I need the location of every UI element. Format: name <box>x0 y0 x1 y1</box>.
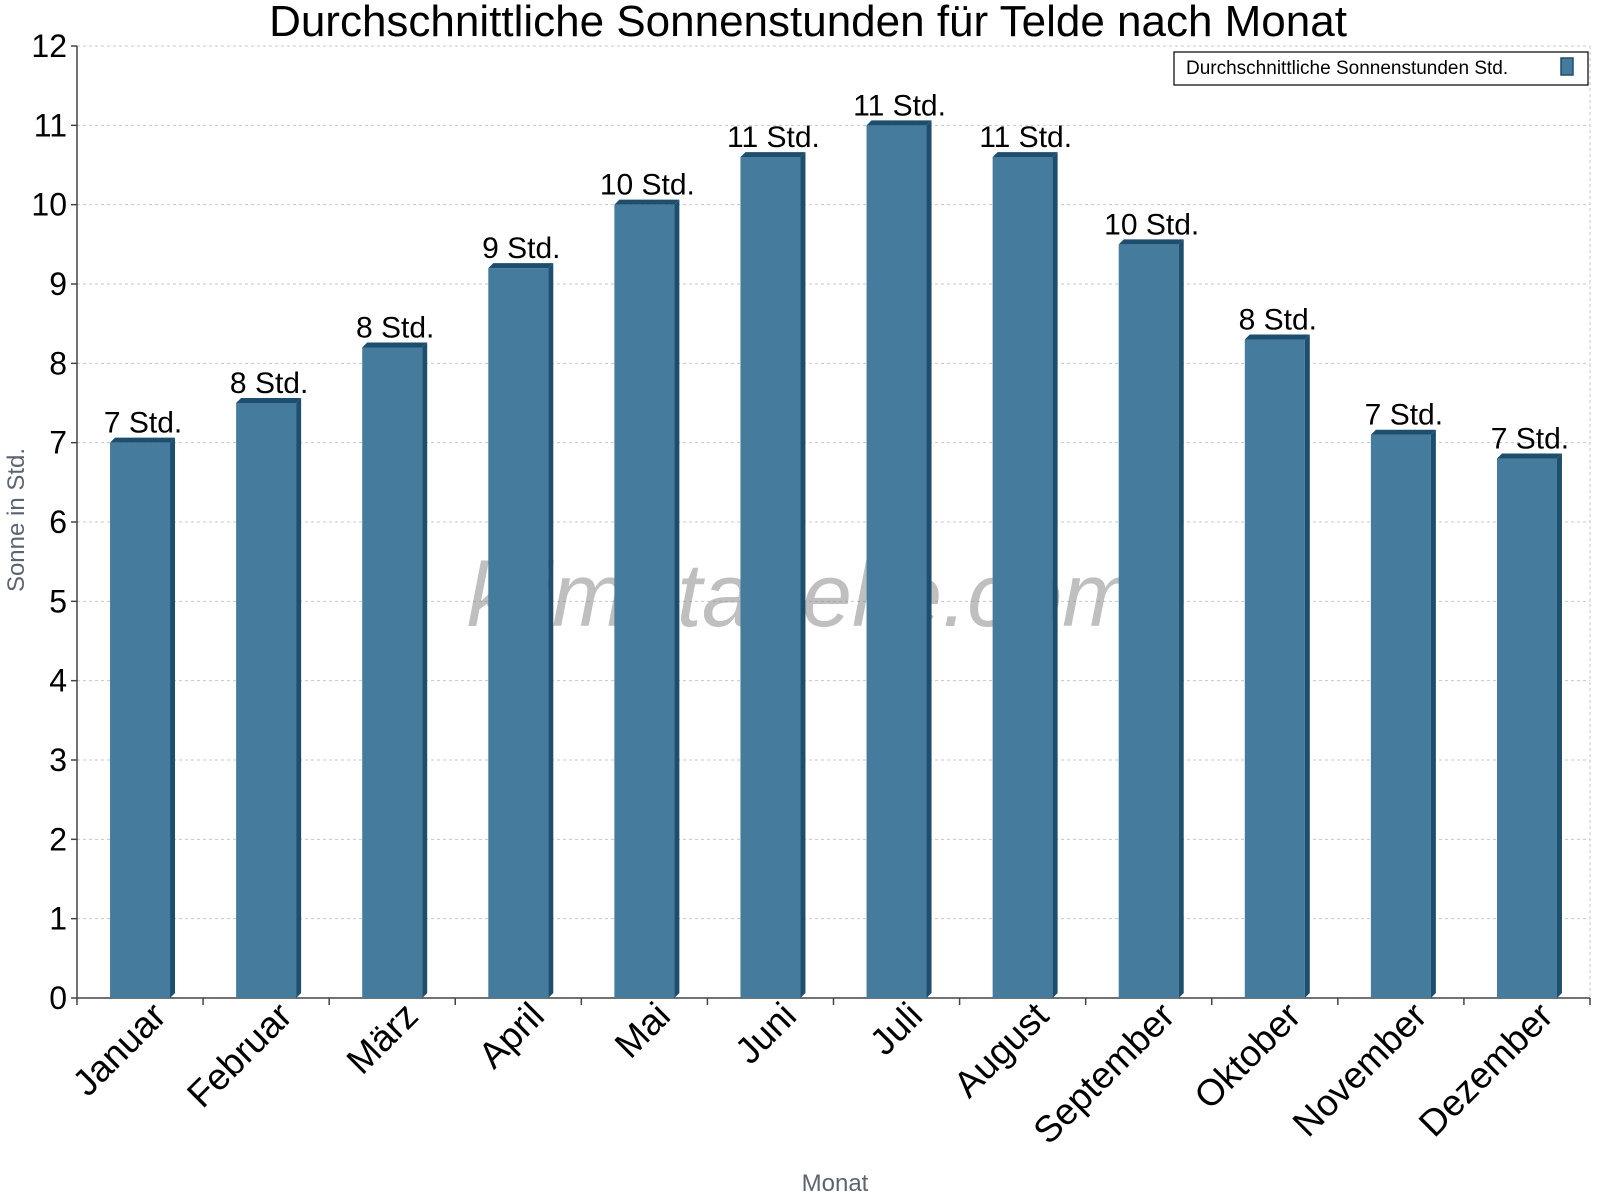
bar-value-label: 7 Std. <box>104 407 182 440</box>
y-tick-label: 10 <box>31 187 67 223</box>
bar-front <box>866 125 927 999</box>
bar-front <box>362 347 423 998</box>
y-tick-label: 1 <box>49 901 67 937</box>
bar-side <box>296 398 302 998</box>
bar <box>236 398 302 998</box>
bar-top <box>110 437 176 443</box>
bar-front <box>236 403 297 998</box>
bar-top <box>992 152 1058 158</box>
bar-value-label: 10 Std. <box>1104 208 1199 241</box>
bar <box>1496 453 1562 998</box>
bar-side <box>548 263 554 999</box>
y-tick-label: 5 <box>49 583 67 619</box>
bar-front <box>614 204 675 998</box>
bar-front <box>740 157 801 999</box>
bar-side <box>926 120 932 999</box>
bar-front <box>1370 434 1431 998</box>
bar-value-label: 8 Std. <box>356 311 434 344</box>
bar <box>110 437 176 999</box>
y-tick-label: 3 <box>49 742 67 778</box>
bar-side <box>170 437 176 999</box>
bar-top <box>1118 239 1184 245</box>
bar-value-label: 7 Std. <box>1491 423 1569 456</box>
bar-front <box>992 157 1053 999</box>
bar <box>866 120 932 999</box>
bar-front <box>1244 339 1305 998</box>
bar <box>1370 429 1436 998</box>
bar-value-label: 8 Std. <box>1239 304 1317 337</box>
chart-title: Durchschnittliche Sonnenstunden für Teld… <box>269 0 1347 46</box>
x-axis-title: Monat <box>802 1170 869 1197</box>
legend-swatch <box>1560 57 1574 76</box>
legend: Durchschnittliche Sonnenstunden Std. <box>1173 51 1589 86</box>
bar <box>740 152 806 999</box>
bar-top <box>236 398 302 403</box>
data-labels: 7 Std. 8 Std. 8 Std. 9 Std. 10 Std. 11 Std. 11… <box>104 89 1569 455</box>
bar <box>992 152 1058 999</box>
bar <box>1118 239 1184 999</box>
bar-side <box>422 342 428 998</box>
bar-side <box>1304 334 1310 998</box>
y-tick-label: 9 <box>49 266 67 302</box>
bar-value-label: 11 Std. <box>853 89 946 122</box>
y-tick-label: 0 <box>49 980 67 1016</box>
bar-front <box>1496 458 1557 998</box>
bar-value-label: 8 Std. <box>230 367 308 400</box>
grid-lines <box>77 45 1591 998</box>
bar-value-label: 10 Std. <box>600 169 695 202</box>
bar-front <box>488 268 549 999</box>
bar-top <box>488 263 554 269</box>
bar <box>362 342 428 998</box>
bar-side <box>1178 239 1184 999</box>
bar-value-label: 11 Std. <box>979 121 1072 154</box>
bar-side <box>800 152 806 999</box>
bars <box>110 120 1562 999</box>
y-tick-label: 8 <box>49 345 67 381</box>
y-tick-label: 6 <box>49 504 67 540</box>
y-tick-label: 7 <box>49 425 67 461</box>
y-tick-label: 4 <box>49 663 67 699</box>
bar-top <box>740 152 806 158</box>
bar-front <box>110 442 171 999</box>
bar-top <box>1370 429 1436 435</box>
legend-box <box>1173 51 1589 86</box>
bar-side <box>674 199 680 998</box>
y-tick-label: 12 <box>31 28 67 64</box>
bar-side <box>1052 152 1058 999</box>
bar-front <box>1118 244 1179 999</box>
y-tick-label: 11 <box>34 107 67 143</box>
legend-label: Durchschnittliche Sonnenstunden Std. <box>1186 58 1508 79</box>
bar-value-label: 11 Std. <box>727 121 820 154</box>
bar-top <box>1244 334 1310 340</box>
bar-top <box>362 342 428 348</box>
bar <box>488 263 554 999</box>
bar-top <box>866 120 932 126</box>
bar-top <box>1496 453 1562 459</box>
bar-side <box>1430 429 1436 998</box>
bar-value-label: 7 Std. <box>1365 399 1443 432</box>
bar <box>614 199 680 998</box>
bar <box>1244 334 1310 998</box>
y-tick-label: 2 <box>49 821 67 857</box>
bar-side <box>1556 453 1562 998</box>
bar-value-label: 9 Std. <box>482 232 560 265</box>
bar-top <box>614 199 680 205</box>
y-axis-title: Sonne in Std. <box>3 448 30 592</box>
